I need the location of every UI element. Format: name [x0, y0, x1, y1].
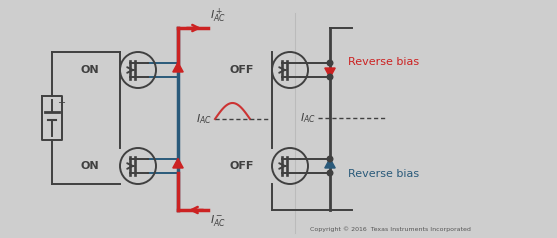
Circle shape	[327, 170, 333, 176]
Text: OFF: OFF	[230, 65, 254, 75]
Text: Reverse bias: Reverse bias	[348, 57, 419, 67]
Text: $I_{AC}$: $I_{AC}$	[196, 112, 212, 126]
Text: $I_{AC}^-$: $I_{AC}^-$	[210, 213, 226, 228]
Polygon shape	[325, 68, 335, 78]
Text: Copyright © 2016  Texas Instruments Incorporated: Copyright © 2016 Texas Instruments Incor…	[310, 226, 471, 232]
Text: ON: ON	[81, 65, 99, 75]
Text: $I_{AC}$: $I_{AC}$	[300, 111, 316, 125]
Polygon shape	[325, 159, 335, 168]
Text: +: +	[57, 98, 65, 108]
Circle shape	[327, 156, 333, 162]
Polygon shape	[173, 159, 183, 168]
Text: Reverse bias: Reverse bias	[348, 169, 419, 179]
Text: OFF: OFF	[230, 161, 254, 171]
Circle shape	[327, 60, 333, 66]
Text: ON: ON	[81, 161, 99, 171]
Circle shape	[327, 74, 333, 80]
Text: $I_{AC}^+$: $I_{AC}^+$	[210, 7, 226, 25]
Polygon shape	[173, 62, 183, 72]
